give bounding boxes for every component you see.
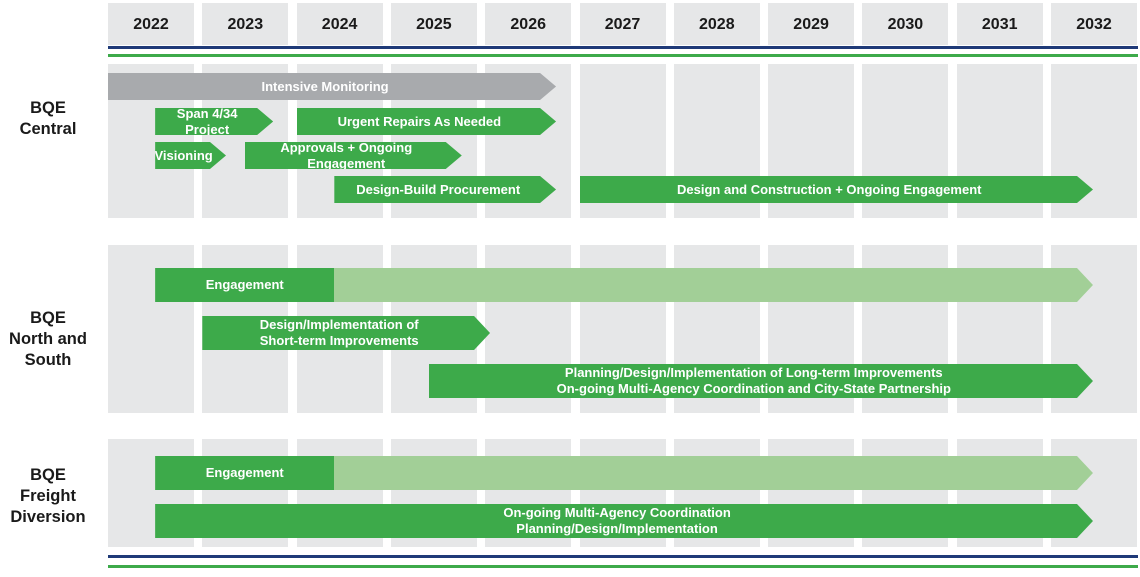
timeline-bar: Span 4/34 Project	[155, 108, 273, 135]
year-header-cell	[673, 3, 760, 45]
year-header-cell	[390, 3, 477, 45]
row-label-north-south: BQE North and South	[9, 309, 87, 369]
year-label: 2025	[416, 16, 452, 33]
navy-rule	[108, 555, 1138, 558]
timeline-bar: Visioning	[155, 142, 226, 169]
year-header-cell	[768, 3, 855, 45]
timeline-bar-label: Engagement	[205, 465, 284, 480]
year-label: 2023	[227, 16, 264, 33]
timeline-bar-label: On-going Multi-Agency Coordination Plann…	[503, 505, 731, 536]
year-header-cell	[485, 3, 572, 45]
timeline-bar-label: Engagement	[205, 277, 284, 292]
year-header-cell	[108, 3, 194, 45]
timeline-bar-label: Intensive Monitoring	[261, 78, 389, 94]
timeline-bar-label: Design/Implementation of Short-term Impr…	[259, 317, 419, 348]
year-header-cell	[956, 3, 1043, 45]
year-label: 2027	[604, 16, 641, 33]
timeline-bar-label: Approvals + Ongoing Engagement	[280, 139, 413, 171]
green-rule	[108, 565, 1138, 568]
timeline-bar: Approvals + Ongoing Engagement	[245, 142, 462, 169]
timeline-bar: Urgent Repairs As Needed	[297, 108, 556, 135]
row-label-freight: BQE Freight Diversion	[10, 466, 86, 526]
year-header-cell	[579, 3, 666, 45]
timeline-bar: Planning/Design/Implementation of Long-t…	[429, 364, 1093, 398]
row-label-central: BQE Central	[19, 99, 77, 138]
timeline-bar: Engagement	[155, 268, 1093, 302]
timeline-bar: Design/Implementation of Short-term Impr…	[202, 316, 490, 350]
green-rule	[108, 54, 1138, 57]
year-label: 2029	[793, 16, 829, 33]
timeline-bar-label: Visioning	[154, 147, 213, 163]
navy-rule	[108, 46, 1138, 49]
timeline-bar-label: Design-Build Procurement	[356, 181, 521, 197]
year-header-cell	[296, 3, 383, 45]
year-header-cell	[202, 3, 289, 45]
timeline-bar-label: Urgent Repairs As Needed	[337, 113, 502, 129]
year-label: 2030	[887, 16, 924, 33]
year-header-cell	[1051, 3, 1137, 45]
timeline-bar: Design-Build Procurement	[334, 176, 556, 203]
year-label: 2026	[510, 16, 546, 33]
year-label: 2022	[133, 16, 169, 33]
year-label: 2024	[321, 16, 358, 33]
timeline-bar: On-going Multi-Agency Coordination Plann…	[155, 504, 1093, 538]
timeline-bar-label: Span 4/34 Project	[176, 105, 238, 137]
year-header-cell	[862, 3, 949, 45]
timeline-bar: Intensive Monitoring	[108, 73, 556, 100]
timeline-bar-label: Design and Construction + Ongoing Engage…	[677, 181, 982, 197]
year-label: 2031	[981, 16, 1018, 33]
year-label: 2028	[699, 16, 735, 33]
timeline-bar-label: Planning/Design/Implementation of Long-t…	[556, 365, 951, 396]
timeline-bar: Engagement	[155, 456, 1093, 490]
timeline-bar: Design and Construction + Ongoing Engage…	[580, 176, 1094, 203]
year-label: 2032	[1076, 16, 1112, 33]
